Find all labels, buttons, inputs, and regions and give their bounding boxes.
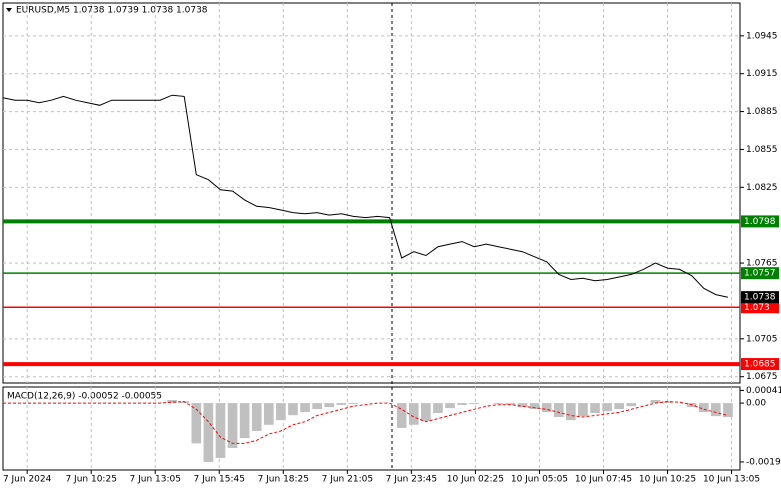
y-tick-label: 1.0945 [746, 31, 778, 41]
x-tick-label: 10 Jun 13:05 [703, 475, 760, 485]
macd-label: MACD(12,26,9) -0.00052 -0.00055 [7, 392, 162, 402]
y-tick-label: 0.00041 [746, 386, 781, 396]
x-tick-label: 10 Jun 05:05 [511, 475, 568, 485]
macd-bar [167, 400, 177, 404]
x-tick-label: 10 Jun 02:25 [447, 475, 504, 485]
price-tag [741, 301, 779, 314]
macd-bar [408, 403, 419, 425]
x-tick-label: 7 Jun 10:25 [65, 475, 116, 485]
price-tag-label: 1.0685 [744, 360, 776, 370]
x-tick-label: 7 Jun 21:05 [322, 475, 373, 485]
x-tick-label: 10 Jun 10:25 [639, 475, 696, 485]
macd-bar [396, 403, 407, 428]
price-tag [741, 215, 779, 228]
macd-bar [517, 403, 528, 408]
macd-bar [191, 403, 202, 444]
macd-bar [602, 403, 612, 412]
macd-bar [626, 403, 637, 407]
macd-bar [614, 403, 625, 409]
y-tick-label: 1.0765 [746, 259, 778, 269]
macd-bar [578, 403, 588, 417]
macd-frame [2, 386, 741, 471]
macd-bar [723, 403, 733, 418]
macd-bar [469, 403, 480, 405]
macd-bar [215, 403, 226, 458]
price-tag-label: 1.073 [744, 303, 770, 313]
macd-bar [529, 403, 540, 409]
x-tick-label: 10 Jun 07:45 [575, 475, 632, 485]
menu-arrow [6, 8, 12, 12]
macd-bar [421, 403, 431, 422]
main-frame [2, 2, 741, 384]
price-tag-label: 1.0798 [744, 217, 776, 227]
macd-bar [300, 403, 310, 413]
macd-bar [566, 403, 576, 421]
x-tick-label: 7 Jun 18:25 [258, 475, 309, 485]
y-tick-label: 1.0705 [746, 334, 778, 344]
x-tick-label: 7 Jun 2024 [3, 475, 52, 485]
y-tick-label: 0.00 [746, 399, 766, 409]
x-tick-label: 7 Jun 23:45 [386, 475, 437, 485]
macd-bar [336, 403, 347, 405]
price-tag [741, 267, 779, 280]
x-tick-label: 7 Jun 15:45 [194, 475, 245, 485]
macd-bar [590, 403, 600, 414]
macd-bar [227, 403, 238, 449]
price-tag [741, 358, 779, 371]
chart-title: EURUSD,M5 1.0738 1.0739 1.0738 1.0738 [16, 6, 208, 16]
macd-bar [288, 403, 298, 416]
macd-bar [276, 403, 286, 421]
macd-bar [263, 403, 274, 425]
price-line [2, 94, 729, 298]
macd-bar [650, 400, 661, 404]
macd-bar [324, 403, 335, 408]
macd-bar [711, 403, 721, 417]
y-tick-label: 1.0825 [746, 183, 778, 193]
price-tag-label: 1.0738 [744, 293, 776, 303]
macd-bar [662, 401, 673, 404]
macd-bar [251, 403, 262, 431]
macd-bar [493, 403, 504, 405]
y-tick-label: -0.0019 [746, 457, 781, 467]
macd-bar [348, 403, 359, 405]
y-tick-label: 1.0885 [746, 107, 778, 117]
macd-bar [457, 403, 467, 405]
price-tag [741, 291, 779, 304]
x-tick-label: 7 Jun 13:05 [130, 475, 181, 485]
y-tick-label: 1.0675 [746, 372, 778, 382]
macd-signal [3, 401, 729, 444]
macd-bar [433, 403, 443, 414]
y-tick-label: 1.0915 [746, 69, 778, 79]
macd-bar [553, 403, 564, 418]
macd-bar [239, 403, 250, 439]
price-tag-label: 1.0757 [744, 269, 776, 279]
y-tick-label: 1.0855 [746, 145, 778, 155]
macd-bar [505, 403, 516, 405]
macd-bar [698, 403, 709, 413]
macd-bar [541, 403, 552, 413]
macd-bar [203, 403, 214, 462]
macd-bar [445, 403, 455, 409]
macd-bar [312, 403, 322, 409]
